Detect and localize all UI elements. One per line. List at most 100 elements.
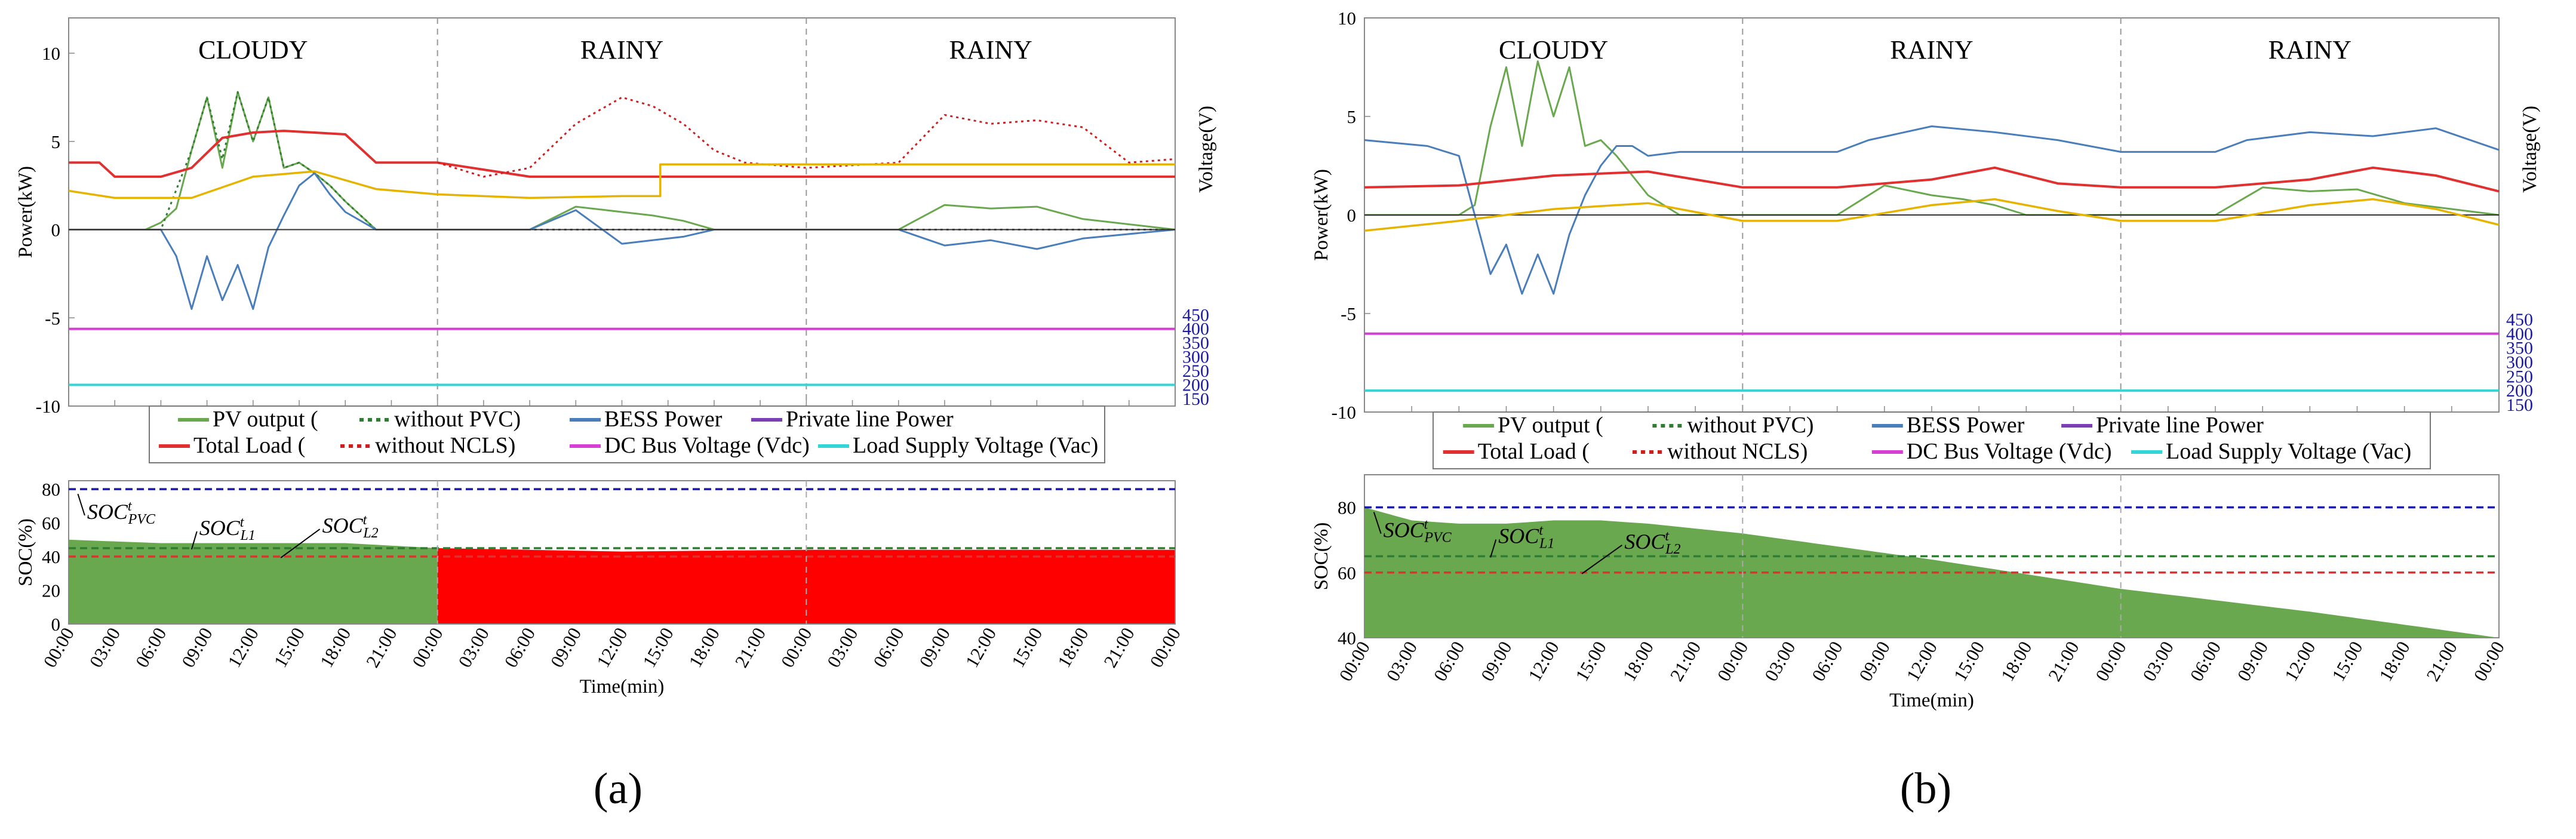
x-tick-label: 09:00 <box>915 624 954 671</box>
x-axis-title: Time(min) <box>1889 690 1974 711</box>
annotation-l2: SOCt L2 <box>322 512 379 541</box>
series-bess-power <box>69 172 1176 310</box>
x-tick-label: 06:00 <box>2185 638 2225 685</box>
x-tick-label: 21:00 <box>2044 638 2083 685</box>
voltage-tick-label: 400 <box>1182 319 1209 339</box>
x-tick-label: 00:00 <box>39 624 78 671</box>
x-tick-label: 21:00 <box>731 624 770 671</box>
legend-dc-bus: DC Bus Voltage (Vdc) <box>1907 439 2112 464</box>
series-total-load <box>69 130 1175 178</box>
x-tick-label: 03:00 <box>823 624 862 671</box>
x-tick-label: 15:00 <box>1007 624 1047 671</box>
soc-area-day1 <box>69 539 438 624</box>
x-tick-label: 12:00 <box>223 624 263 671</box>
x-tick-label: 06:00 <box>1430 638 1469 685</box>
legend-pv-output: PV output ( <box>213 407 318 432</box>
x-tick-label: 00:00 <box>408 624 447 671</box>
legend-dc-bus: DC Bus Voltage (Vdc) <box>604 433 810 458</box>
right-axis-title: Voltage(V) <box>2519 106 2541 193</box>
x-tick-label: 15:00 <box>638 624 678 671</box>
legend-private-line: Private line Power <box>2096 413 2264 438</box>
x-axis-title: Time(min) <box>580 676 665 697</box>
legend-load-supply: Load Supply Voltage (Vac) <box>2166 439 2411 464</box>
y-tick-label: 10 <box>42 43 60 64</box>
x-tick-label: 21:00 <box>1099 624 1139 671</box>
voltage-tick-label: 350 <box>2506 339 2533 358</box>
legend-private-line: Private line Power <box>786 407 954 432</box>
annotation-arrow <box>1490 539 1497 558</box>
x-tick-label: 15:00 <box>269 624 309 671</box>
x-tick-label: 12:00 <box>2280 638 2320 685</box>
voltage-tick-label: 400 <box>2506 324 2533 344</box>
soc-y-tick-label: 40 <box>1338 628 1356 649</box>
voltage-tick-label: 350 <box>1182 333 1209 353</box>
x-tick-label: 00:00 <box>2091 638 2131 685</box>
x-tick-label: 18:00 <box>1053 624 1093 671</box>
x-tick-label: 12:00 <box>592 624 632 671</box>
x-tick-label: 18:00 <box>1618 638 1658 685</box>
annotation-l1: SOCt L1 <box>1498 523 1554 552</box>
x-tick-label: 18:00 <box>316 624 355 671</box>
soc-y-tick-label: 0 <box>51 614 61 635</box>
x-tick-label: 03:00 <box>1382 638 1422 685</box>
x-tick-label: 18:00 <box>1997 638 2036 685</box>
legend-total-load: Total Load ( <box>1478 439 1590 464</box>
voltage-tick-label: 250 <box>2506 367 2533 386</box>
soc-area-day2-3 <box>437 548 1176 624</box>
x-tick-label: 18:00 <box>684 624 724 671</box>
x-tick-label: 06:00 <box>500 624 540 671</box>
x-tick-label: 00:00 <box>1713 638 1753 685</box>
annotation-pvc: SOCt PVC <box>1384 517 1452 546</box>
x-tick-label: 00:00 <box>1145 624 1185 671</box>
voltage-tick-label: 450 <box>1182 305 1209 325</box>
voltage-tick-label: 150 <box>1182 389 1209 409</box>
series-pvc-ncls-control <box>68 163 1175 199</box>
y-tick-label: 0 <box>1347 205 1357 226</box>
x-tick-label: 12:00 <box>1902 638 1941 685</box>
soc-y-tick-label: 60 <box>1338 563 1356 583</box>
legend-bess-power: BESS Power <box>604 407 723 432</box>
voltage-tick-label: 150 <box>2506 395 2533 415</box>
legend-load-supply: Load Supply Voltage (Vac) <box>853 433 1098 458</box>
x-tick-label: 21:00 <box>362 624 401 671</box>
soc-y-axis-title: SOC(%) <box>15 518 36 586</box>
x-tick-label: 06:00 <box>869 624 908 671</box>
x-tick-label: 21:00 <box>2422 638 2461 685</box>
legend-without-pvc: without PVC) <box>1687 413 1813 438</box>
annotation-l1: SOCt L1 <box>199 515 256 543</box>
soc-y-tick-label: 80 <box>42 479 60 500</box>
y-tick-label: -10 <box>36 396 60 417</box>
caption-b: (b) <box>1900 764 1951 813</box>
x-tick-label: 06:00 <box>1807 638 1847 685</box>
legend-bess-power: BESS Power <box>1907 413 2025 438</box>
series-pv-output <box>69 91 1176 231</box>
x-tick-label: 21:00 <box>1666 638 1705 685</box>
annotation-l2: SOCt L2 <box>1624 528 1680 557</box>
y-tick-label: -5 <box>1341 303 1356 324</box>
voltage-tick-label: 300 <box>2506 352 2533 372</box>
weather-label: RAINY <box>949 35 1032 64</box>
soc-y-tick-label: 40 <box>42 546 60 567</box>
y-tick-label: 10 <box>1338 8 1356 29</box>
x-tick-label: 03:00 <box>85 624 125 671</box>
series-bess-power <box>1364 125 2500 295</box>
weather-label: RAINY <box>1890 35 1973 64</box>
y-tick-label: -10 <box>1332 402 1356 423</box>
series-pvc-ncls-control <box>1364 198 2500 232</box>
annotation-arrow <box>190 531 198 550</box>
annotation-arrow <box>1581 544 1622 574</box>
voltage-tick-label: 250 <box>1182 361 1209 381</box>
weather-label: RAINY <box>580 35 663 64</box>
voltage-tick-label: 450 <box>2506 310 2533 330</box>
x-tick-label: 12:00 <box>1524 638 1563 685</box>
x-tick-label: 09:00 <box>1477 638 1516 685</box>
soc-y-tick-label: 80 <box>1338 497 1356 518</box>
x-tick-label: 12:00 <box>961 624 1001 671</box>
legend-without-ncls: without NCLS) <box>1667 439 1807 464</box>
annotation-pvc: SOCt PVC <box>87 499 156 527</box>
annotation-arrow <box>280 528 321 558</box>
y-tick-label: 5 <box>1347 106 1357 127</box>
annotation-arrow <box>1373 512 1382 534</box>
y-tick-label: 5 <box>51 131 61 152</box>
